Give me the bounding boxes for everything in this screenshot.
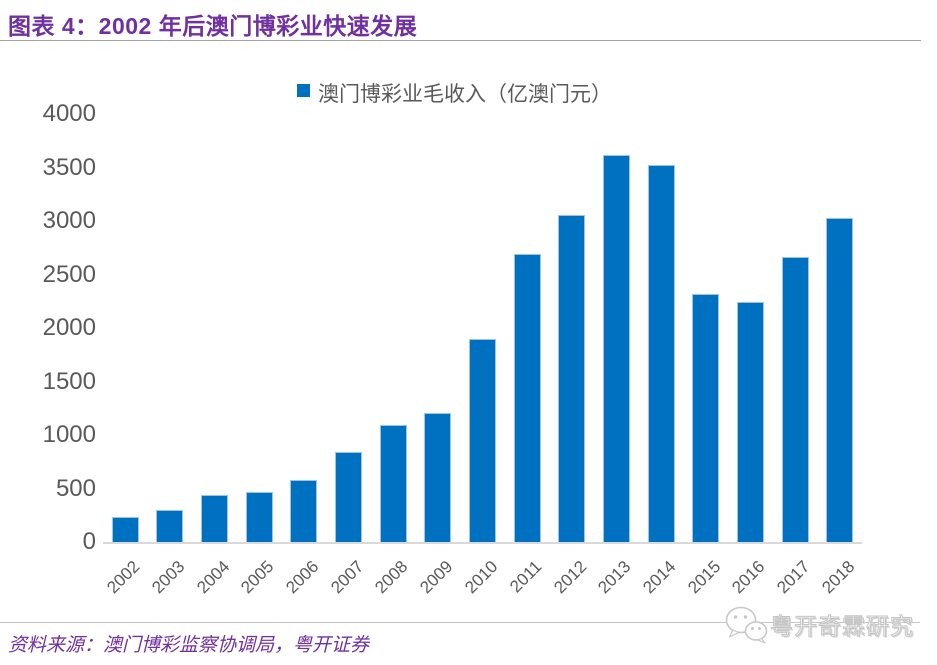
watermark-text: 粤开奇霖研究: [770, 613, 914, 640]
title-divider: [0, 40, 921, 41]
y-tick-2000: 2000: [42, 314, 96, 341]
x-tick-2008: 2008: [371, 557, 412, 598]
bar-2013: [602, 154, 630, 542]
x-tick-2006: 2006: [282, 557, 323, 598]
bar-2005: [245, 491, 273, 542]
x-tick-2007: 2007: [326, 557, 367, 598]
x-tick-2005: 2005: [237, 557, 278, 598]
x-tick-2003: 2003: [148, 557, 189, 598]
bar-2006: [290, 480, 318, 542]
bar-2009: [424, 413, 452, 542]
y-tick-3500: 3500: [42, 153, 96, 181]
y-tick-0: 0: [82, 528, 96, 555]
legend-label: 澳门博彩业毛收入（亿澳门元）: [318, 83, 612, 106]
bar-2003: [156, 509, 184, 542]
x-tick-2009: 2009: [416, 557, 457, 598]
x-tick-2012: 2012: [550, 557, 591, 598]
bar-2002: [111, 516, 139, 542]
bar-2008: [379, 424, 407, 542]
bar-2012: [558, 215, 586, 542]
y-tick-4000: 4000: [42, 100, 96, 127]
y-tick-1000: 1000: [42, 421, 96, 448]
watermark: 粤开奇霖研究: [704, 598, 937, 650]
x-tick-2013: 2013: [594, 557, 635, 598]
bar-2015: [692, 293, 720, 542]
source-note: 资料来源：澳门博彩监察协调局，粤开证券: [8, 635, 370, 656]
x-tick-2010: 2010: [460, 557, 501, 598]
x-tick-2004: 2004: [192, 557, 234, 598]
x-tick-2002: 2002: [103, 557, 144, 598]
x-tick-2011: 2011: [506, 557, 546, 597]
bar-2018: [826, 218, 854, 542]
x-tick-2014: 2014: [639, 557, 680, 598]
chart-legend: 澳门博彩业毛收入（亿澳门元）: [297, 78, 612, 108]
bar-2016: [736, 302, 764, 542]
y-tick-3000: 3000: [42, 207, 96, 234]
plot-area: [103, 114, 862, 544]
page-title: 图表 4：2002 年后澳门博彩业快速发展: [8, 13, 418, 39]
bar-2007: [335, 452, 363, 542]
bar-2014: [647, 164, 675, 542]
y-tick-1500: 1500: [42, 367, 96, 395]
y-tick-2500: 2500: [42, 260, 96, 288]
bar-2004: [201, 495, 229, 542]
bar-2010: [469, 339, 496, 542]
wechat-icon: [725, 606, 768, 644]
legend-swatch-icon: [297, 84, 310, 97]
footer-divider: [0, 622, 920, 623]
bar-2017: [781, 256, 809, 542]
y-tick-500: 500: [55, 474, 96, 502]
bar-2011: [513, 254, 541, 542]
